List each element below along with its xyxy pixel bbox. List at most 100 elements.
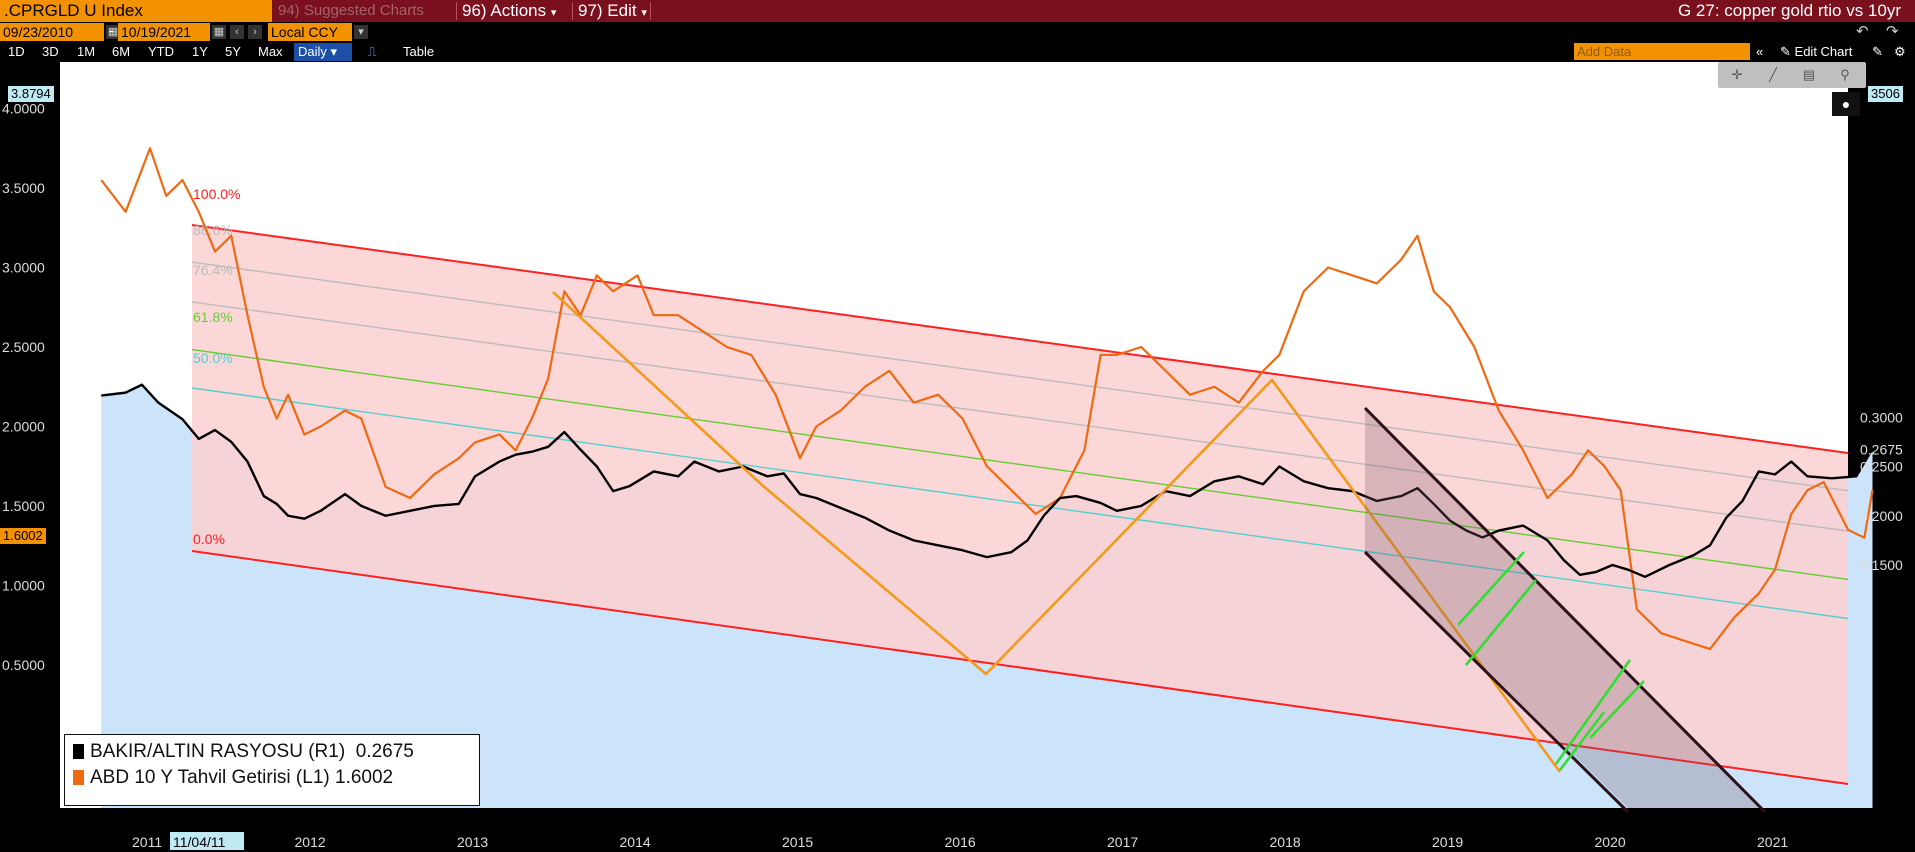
range-1m[interactable]: 1M xyxy=(77,44,96,59)
redo-icon[interactable]: ↷ xyxy=(1886,23,1899,40)
left-axis-tick: 4.0000 xyxy=(2,101,45,117)
collapse-icon[interactable]: « xyxy=(1756,44,1764,59)
chevron-down-icon[interactable]: ▾ xyxy=(354,25,368,39)
x-axis-tick: 2020 xyxy=(1595,834,1626,850)
menu-divider xyxy=(650,2,651,20)
fib-label: 61.8% xyxy=(193,309,233,325)
table-button[interactable]: Table xyxy=(403,44,435,59)
range-1y[interactable]: 1Y xyxy=(192,44,208,59)
x-axis-tick: 2019 xyxy=(1432,834,1463,850)
ticker-field[interactable]: .CPRGLD U Index xyxy=(0,0,272,22)
range-max[interactable]: Max xyxy=(258,44,283,59)
fib-618-line xyxy=(191,348,1849,581)
edit-label: 97) Edit xyxy=(578,1,637,20)
x-cursor-tag xyxy=(170,832,244,850)
chart-svg[interactable]: 100.0% 88.6% 76.4% 61.8% 50.0% 0.0% 0.5000 1.0… xyxy=(0,62,1915,852)
legend-label-yield: ABD 10 Y Tahvil Getirisi (L1) xyxy=(90,767,330,788)
x-axis-tick: 2014 xyxy=(620,834,651,850)
breakout-tick-line xyxy=(1558,711,1606,771)
fib-label: 88.6% xyxy=(193,222,233,238)
yaxis-top-tag: 3.8794 xyxy=(8,86,54,102)
x-axis-tick: 2017 xyxy=(1107,834,1138,850)
zoom-icon[interactable]: ⚲ xyxy=(1840,67,1850,82)
pencil-icon[interactable]: ✎ xyxy=(1872,44,1883,59)
x-axis-tick: 2021 xyxy=(1757,834,1788,850)
descending-lower-line xyxy=(1363,550,1630,814)
end-date-input[interactable]: 10/19/2021 xyxy=(118,23,210,41)
next-period-icon[interactable]: › xyxy=(248,25,262,39)
menu-divider xyxy=(572,2,573,20)
x-axis-tick: 2013 xyxy=(457,834,488,850)
right-axis-tick: 0.2500 xyxy=(1860,459,1903,475)
right-axis-tick: 0.2675 xyxy=(1860,441,1903,457)
breakout-tick-line xyxy=(1554,659,1632,765)
calendar-icon[interactable]: ▦ xyxy=(212,25,226,39)
range-bar xyxy=(0,42,1915,62)
chart-title: G 27: copper gold rtio vs 10yr xyxy=(1677,1,1901,20)
line-chart-icon[interactable]: ⎍ xyxy=(367,44,377,59)
calendar-icon[interactable]: ▦ xyxy=(106,25,120,39)
fib-label: 0.0% xyxy=(193,531,225,547)
add-data-input[interactable]: Add Data xyxy=(1574,43,1750,60)
crosshair-icon[interactable]: ✛ xyxy=(1731,67,1743,82)
fib-label: 50.0% xyxy=(193,350,233,366)
right-axis-tick: 0.3000 xyxy=(1860,409,1903,425)
range-1d[interactable]: 1D xyxy=(8,44,25,59)
x-axis-tick: 2012 xyxy=(295,834,326,850)
ratio-line xyxy=(101,383,1874,579)
legend-value-ratio: 0.2675 xyxy=(355,741,414,762)
channel-upper-line xyxy=(191,224,1849,454)
range-3d[interactable]: 3D xyxy=(42,44,59,59)
currency-select[interactable]: Local CCY xyxy=(268,23,352,41)
legend-swatch xyxy=(73,770,84,786)
actions-label: 96) Actions xyxy=(462,1,547,20)
legend-swatch xyxy=(73,744,84,760)
chart-tools: ✛ ╱ ▤ ⚲ xyxy=(1718,62,1866,88)
left-axis-tick: 0.5000 xyxy=(2,657,45,673)
edit-chart-button[interactable]: ✎ Edit Chart xyxy=(1780,42,1852,62)
left-axis-tick: 2.0000 xyxy=(2,419,45,435)
left-axis-tick: 1.0000 xyxy=(2,578,45,594)
date-dash: - xyxy=(109,22,114,38)
fib-764-line xyxy=(191,301,1849,532)
regression-channel-fill xyxy=(192,225,1848,784)
start-date-input[interactable]: 09/23/2010 xyxy=(0,23,104,41)
legend-label-ratio: BAKIR/ALTIN RASYOSU (R1) xyxy=(90,741,346,762)
chart-legend: BAKIR/ALTIN RASYOSU (R1) 0.2675 ABD 10 Y… xyxy=(64,734,480,806)
fib-label: 100.0% xyxy=(193,186,240,202)
breakout-tick-line xyxy=(1589,680,1645,739)
edit-chart-label: Edit Chart xyxy=(1794,44,1853,59)
draw-line-icon[interactable]: ╱ xyxy=(1769,67,1777,82)
prev-period-icon[interactable]: ‹ xyxy=(230,25,244,39)
range-6m[interactable]: 6M xyxy=(112,44,131,59)
save-icon[interactable]: ▤ xyxy=(1802,67,1816,82)
x-axis-tick: 2011 xyxy=(132,834,162,850)
legend-item-yield: ABD 10 Y Tahvil Getirisi (L1) 1.6002 xyxy=(73,765,471,791)
yield-last-tag: 1.6002 xyxy=(0,528,46,544)
x-axis-tick: 2015 xyxy=(782,834,813,850)
legend-item-ratio: BAKIR/ALTIN RASYOSU (R1) 0.2675 xyxy=(73,739,471,765)
edit-menu[interactable]: 97) Edit ▾ xyxy=(578,0,647,22)
yield-line xyxy=(100,147,1874,651)
menu-divider xyxy=(456,2,457,20)
trend-zigzag-line xyxy=(552,291,1562,773)
left-axis-tick: 2.5000 xyxy=(2,339,45,355)
range-5y[interactable]: 5Y xyxy=(225,44,241,59)
x-cursor-label: 11/04/11 xyxy=(173,834,226,850)
left-axis-tick: 3.0000 xyxy=(2,260,45,276)
actions-menu[interactable]: 96) Actions ▾ xyxy=(462,0,556,22)
chevron-down-icon: ▾ xyxy=(641,7,647,19)
left-axis-tick: 1.5000 xyxy=(2,498,45,514)
undo-icon[interactable]: ↶ xyxy=(1856,23,1869,40)
pencil-icon: ✎ xyxy=(1780,44,1791,59)
settings-toggle-icon[interactable]: ● xyxy=(1832,92,1860,116)
range-ytd[interactable]: YTD xyxy=(148,44,174,59)
right-axis-tick: 0.2000 xyxy=(1860,508,1903,524)
left-axis-tick: 3.5000 xyxy=(2,180,45,196)
suggested-charts-menu[interactable]: 94) Suggested Charts xyxy=(278,2,424,19)
frequency-select[interactable]: Daily ▾ xyxy=(294,43,352,61)
descending-upper-line xyxy=(1363,406,1767,814)
gear-icon[interactable]: ⚙ xyxy=(1894,44,1906,59)
function-bar xyxy=(0,0,1915,22)
chevron-down-icon: ▾ xyxy=(550,7,557,19)
